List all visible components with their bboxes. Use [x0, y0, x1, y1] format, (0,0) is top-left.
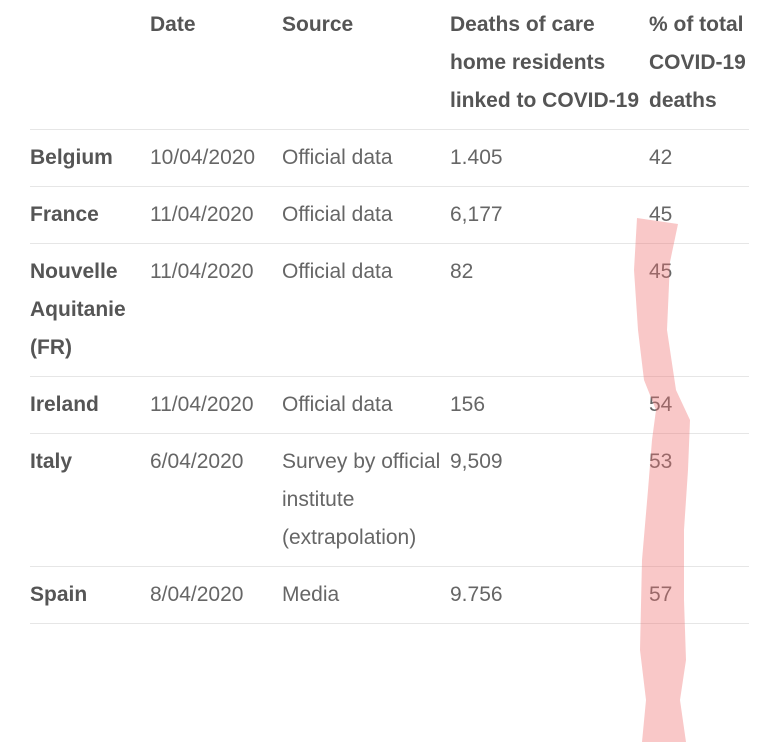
- cell: Official data: [282, 203, 393, 226]
- table-row: Spain 8/04/2020 Media 9.756 57: [30, 566, 749, 624]
- cell: 54: [649, 393, 673, 416]
- header-row: Date Source Deaths of care home residents …: [30, 0, 749, 130]
- cell: 6,177: [450, 203, 503, 226]
- cell: 82: [450, 260, 474, 283]
- cell: Official data: [282, 260, 393, 283]
- header-cell: % of total COVID-19 deaths: [649, 13, 746, 112]
- cell: 156: [450, 393, 486, 416]
- table-row: Italy 6/04/2020 Survey by official institu…: [30, 433, 749, 567]
- cell: Survey by official institute (extrapolat…: [282, 450, 441, 549]
- header-cell: Date: [150, 13, 196, 36]
- cell: 42: [649, 146, 673, 169]
- cell: 8/04/2020: [150, 583, 244, 606]
- header-cell: Deaths of care home residents linked to …: [450, 13, 640, 112]
- cell: 10/04/2020: [150, 146, 256, 169]
- row-label: Spain: [30, 583, 88, 606]
- cell: 57: [649, 583, 673, 606]
- cell: 45: [649, 260, 673, 283]
- table-row: France 11/04/2020 Official data 6,177 45: [30, 186, 749, 244]
- cell: Official data: [282, 146, 393, 169]
- table-row: Ireland 11/04/2020 Official data 156 54: [30, 376, 749, 434]
- cell: 11/04/2020: [150, 393, 254, 416]
- data-table: Date Source Deaths of care home residents …: [30, 0, 749, 624]
- cell: 9.756: [450, 583, 503, 606]
- cell: Media: [282, 583, 340, 606]
- cell: 9,509: [450, 450, 503, 473]
- row-label: France: [30, 203, 99, 226]
- cell: Official data: [282, 393, 393, 416]
- cell: 11/04/2020: [150, 260, 254, 283]
- table-row: Nouvelle Aquitanie (FR) 11/04/2020 Officia…: [30, 243, 749, 377]
- cell: 1.405: [450, 146, 503, 169]
- cell: 11/04/2020: [150, 203, 254, 226]
- header-cell: [30, 0, 150, 130]
- row-label: Italy: [30, 450, 73, 473]
- cell: 53: [649, 450, 673, 473]
- row-label: Nouvelle Aquitanie (FR): [30, 260, 126, 359]
- header-cell: Source: [282, 13, 354, 36]
- table-body: Belgium 10/04/2020 Official data 1.405 42 Fra…: [30, 129, 749, 624]
- cell: 45: [649, 203, 673, 226]
- row-label: Belgium: [30, 146, 113, 169]
- row-label: Ireland: [30, 393, 99, 416]
- cell: 6/04/2020: [150, 450, 244, 473]
- table-row: Belgium 10/04/2020 Official data 1.405 42: [30, 129, 749, 187]
